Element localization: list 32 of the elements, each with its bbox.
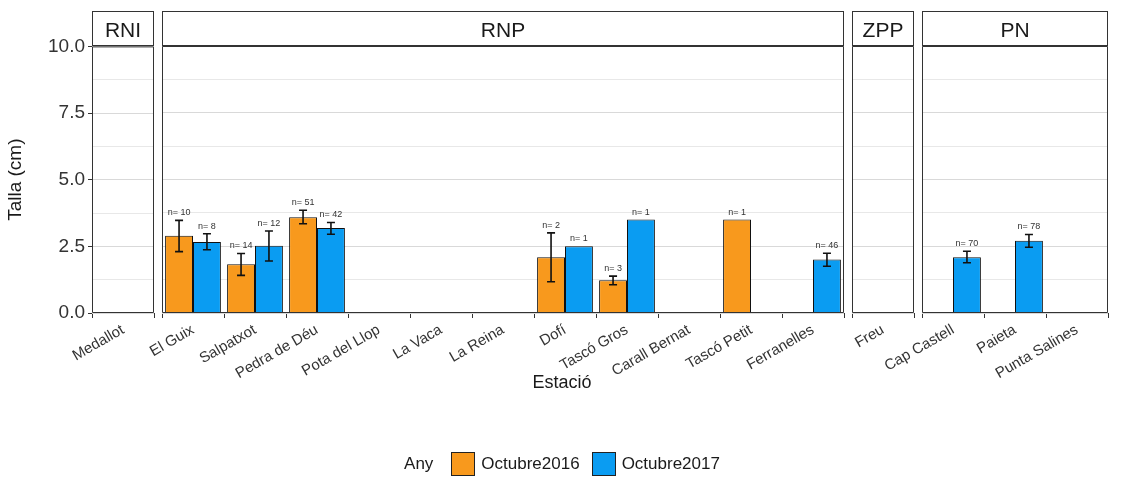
annotation: n= 1 [632,206,650,217]
y-tick-label: 5.0 [58,167,85,189]
y-axis-title: Talla (cm) [3,138,25,221]
annotation: n= 78 [1017,221,1041,232]
x-axis-title: Estació [532,372,592,392]
legend-title: Any [404,454,434,474]
legend-label: Octubre2016 [481,454,580,474]
y-tick-label: 0.0 [58,301,85,323]
y-tick-label: 7.5 [58,101,85,123]
annotation: n= 1 [570,233,588,244]
chart-title: PN [922,11,1108,46]
x-tick-label: La Reina [446,319,508,365]
annotation: n= 8 [198,220,216,231]
x-tick-label: El Guix [146,320,198,360]
chart-title: ZPP [852,11,914,46]
annotation: n= 10 [167,207,191,218]
annotation: n= 14 [229,240,253,251]
annotation: n= 46 [815,240,839,251]
y-tick-label: 10.0 [48,34,85,56]
annotation: n= 12 [257,218,281,229]
chart-title: RNI [92,11,154,47]
annotation: n= 70 [955,238,979,249]
annotation: n= 42 [319,209,343,220]
annotation: n= 51 [291,197,315,208]
annotation: n= 3 [604,263,622,274]
x-tick-label: Freu [851,320,887,351]
legend-label: Octubre2017 [621,454,720,474]
annotation: n= 2 [542,219,560,230]
x-tick-label: La Vaca [389,319,446,362]
chart-title: RNP [162,11,844,46]
annotation: n= 1 [728,206,746,217]
y-tick-label: 2.5 [58,234,85,256]
